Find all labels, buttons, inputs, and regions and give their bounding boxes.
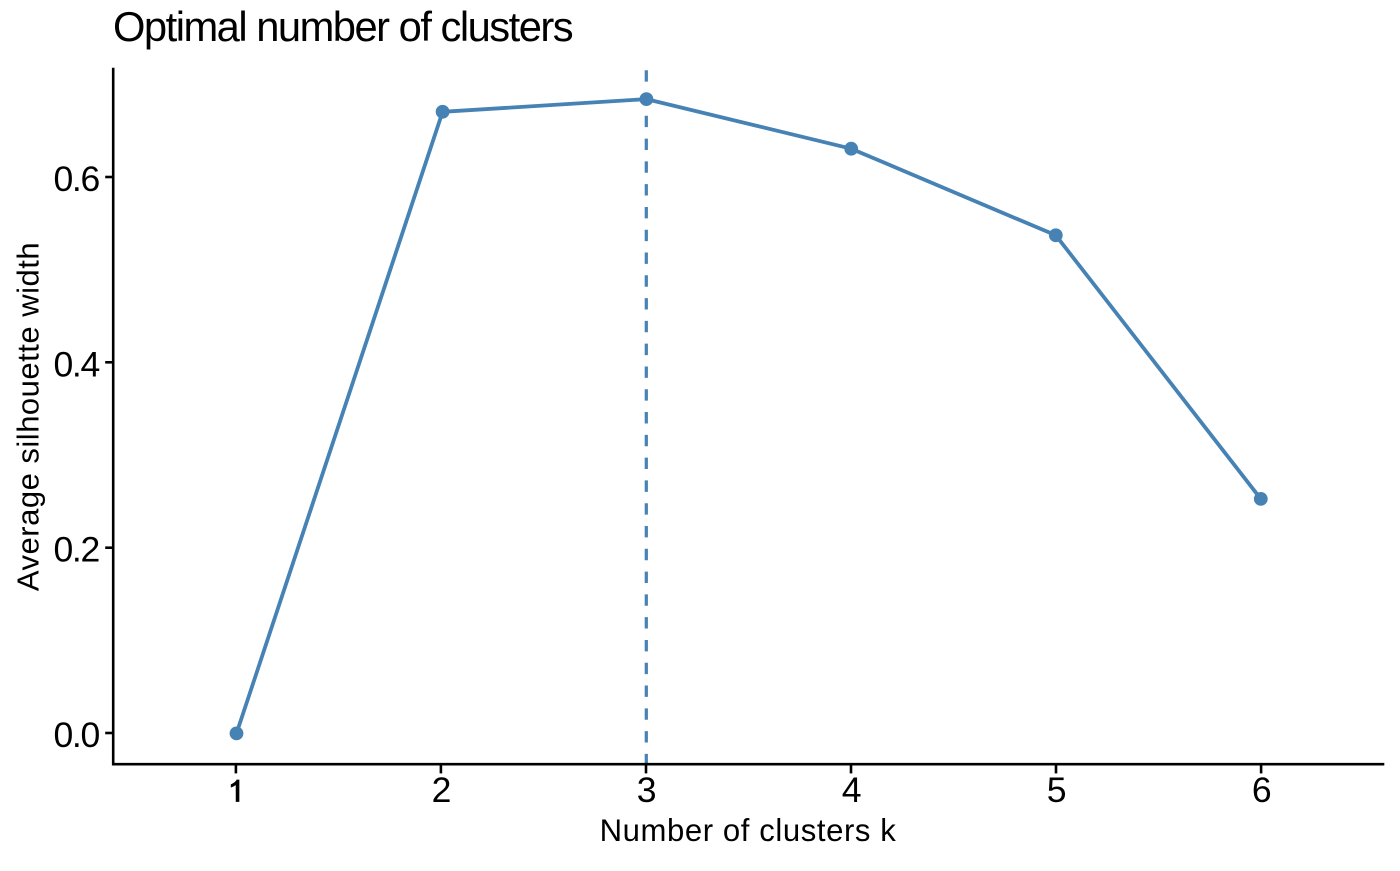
svg-text:0.6: 0.6 bbox=[53, 159, 99, 199]
svg-text:2: 2 bbox=[432, 770, 451, 810]
svg-text:4: 4 bbox=[842, 770, 861, 810]
svg-text:Number of clusters k: Number of clusters k bbox=[600, 813, 897, 848]
svg-text:0.4: 0.4 bbox=[53, 344, 99, 384]
svg-text:5: 5 bbox=[1047, 770, 1066, 810]
svg-text:6: 6 bbox=[1252, 770, 1271, 810]
svg-text:Optimal number of clusters: Optimal number of clusters bbox=[113, 3, 573, 50]
svg-text:0.2: 0.2 bbox=[53, 530, 99, 570]
svg-text:3: 3 bbox=[637, 770, 656, 810]
svg-text:Average silhouette width: Average silhouette width bbox=[11, 242, 46, 591]
svg-text:0.0: 0.0 bbox=[53, 715, 99, 755]
